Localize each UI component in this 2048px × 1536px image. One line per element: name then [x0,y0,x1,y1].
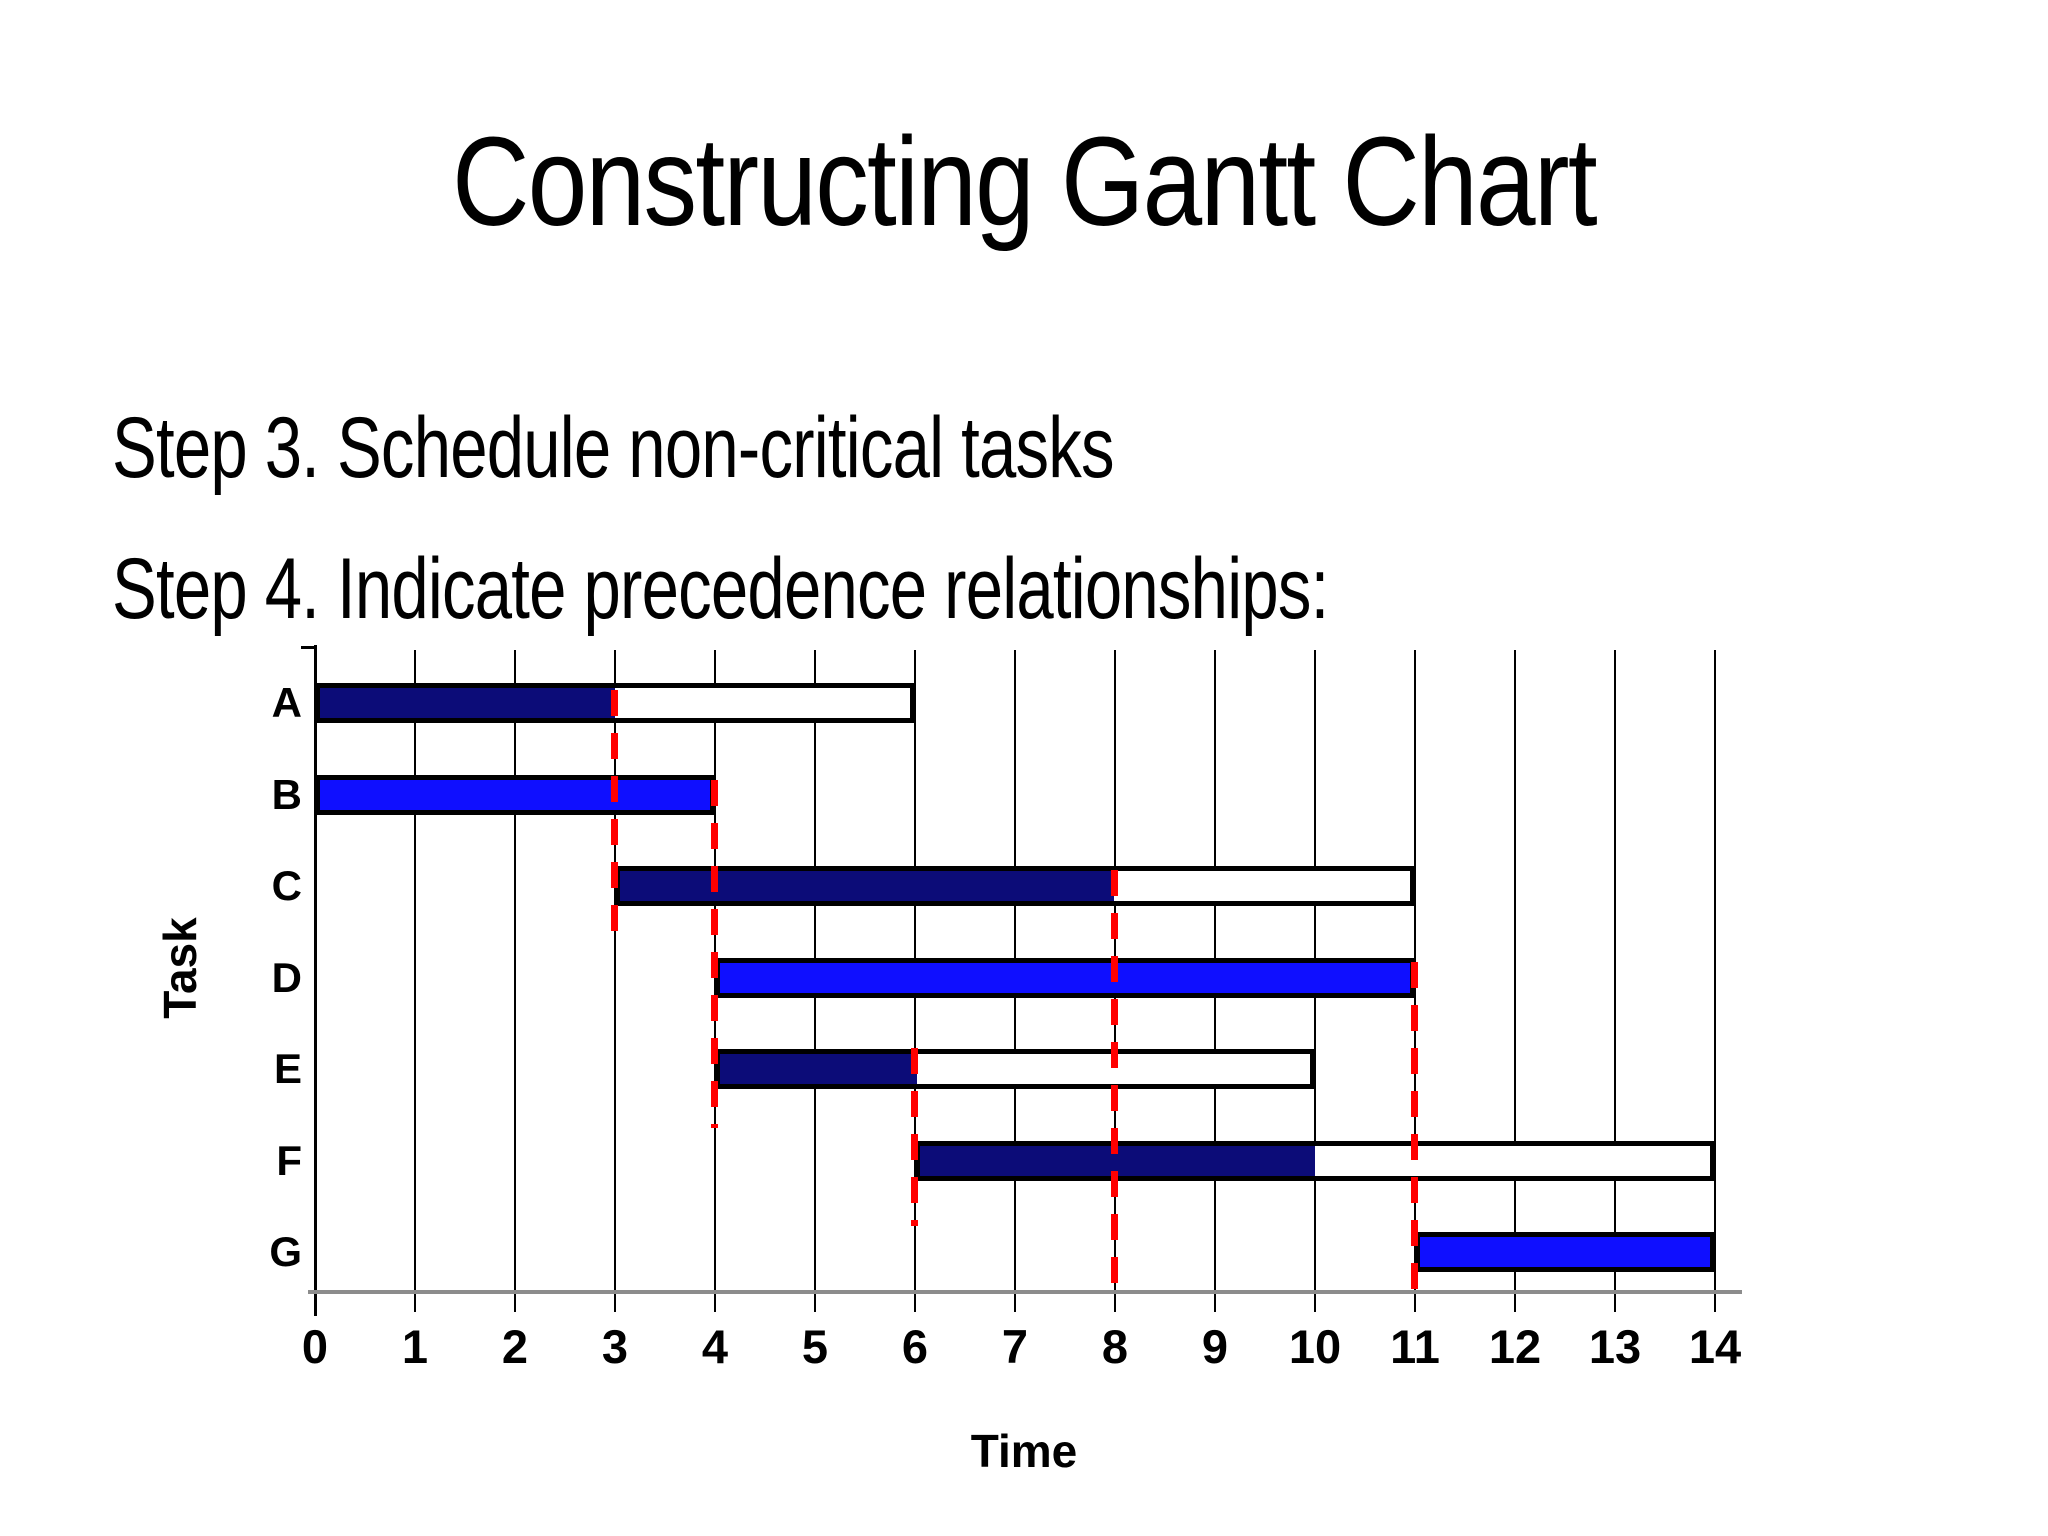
x-tick-label: 10 [1288,1320,1342,1373]
x-tick-label: 5 [801,1320,829,1373]
x-tick-label: 7 [1001,1320,1029,1373]
task-bar [1415,1232,1715,1272]
task-bar-fill [1420,1237,1710,1267]
row-label: F [276,1137,302,1184]
step-text-block: Step 3. Schedule non-critical tasks Step… [112,378,1329,660]
x-axis-title: Time [970,1425,1078,1477]
x-tick-label: 12 [1488,1320,1542,1373]
x-tick-label: 3 [601,1320,629,1373]
x-tick-label: 11 [1390,1320,1440,1373]
gridline [1514,650,1516,1312]
x-tick-label: 6 [901,1320,929,1373]
x-axis-line [308,1290,1742,1294]
x-tick-label: 9 [1201,1320,1229,1373]
step-4-text: Step 4. Indicate precedence relationship… [112,541,1329,637]
x-tick-label: 2 [501,1320,529,1373]
x-tick-label: 13 [1588,1320,1642,1373]
gridline [614,650,616,1312]
task-bar [715,958,1415,998]
task-bar [715,1049,1315,1089]
row-label: C [271,862,302,909]
precedence-dash [711,780,718,1128]
gridline [414,650,416,1312]
precedence-dash [611,690,618,944]
gridline [1714,650,1716,1312]
task-bar [915,1141,1715,1181]
row-label: E [273,1045,302,1092]
task-bar-fill [720,963,1410,993]
precedence-dash [911,1048,918,1226]
row-label: B [271,771,302,818]
y-axis-line [314,645,317,1316]
row-label: G [269,1228,302,1275]
row-label: A [271,679,302,726]
x-tick-label: 1 [401,1320,429,1373]
task-bar [615,866,1415,906]
x-tick-label: 8 [1101,1320,1129,1373]
precedence-dash [1411,962,1418,1294]
y-axis-top-tick [301,646,315,649]
task-bar-fill [620,871,1114,901]
x-tick-label: 4 [701,1320,729,1373]
gridline [514,650,516,1312]
row-label: D [271,954,302,1001]
step-3-text: Step 3. Schedule non-critical tasks [112,400,1115,496]
task-bar [315,775,715,815]
gridline [1614,650,1616,1312]
task-bar-fill [720,1054,917,1084]
y-axis-title: Task [154,917,206,1019]
slide-title: Constructing Gantt Chart [452,111,1597,252]
x-tick-label: 14 [1688,1320,1742,1373]
task-bar-fill [320,780,710,810]
task-bar-fill [320,688,615,718]
x-tick-label: 0 [301,1320,329,1373]
precedence-dash [1111,870,1118,1283]
